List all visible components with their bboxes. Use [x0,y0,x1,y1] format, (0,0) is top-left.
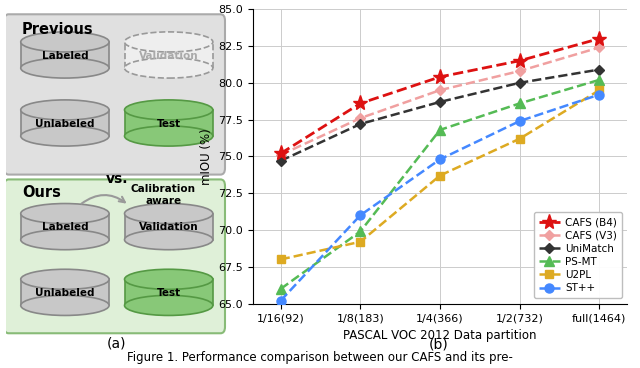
Polygon shape [125,279,213,305]
Text: Unlabeled: Unlabeled [35,288,95,298]
Ellipse shape [20,100,109,120]
Line: CAFS (V3): CAFS (V3) [277,44,603,159]
Text: vs.: vs. [106,172,128,186]
Ellipse shape [20,32,109,52]
Ellipse shape [125,58,213,78]
Polygon shape [125,213,213,240]
UniMatch [277,159,285,163]
PS-MT [595,78,603,82]
Line: UniMatch: UniMatch [277,66,603,164]
UniMatch [356,122,364,126]
Text: Calibration
aware: Calibration aware [131,184,196,206]
PS-MT [356,229,364,234]
Text: Ours: Ours [22,185,61,200]
Ellipse shape [125,126,213,146]
CAFS (B4) [516,59,524,63]
Text: Figure 1. Performance comparison between our CAFS and its pre-: Figure 1. Performance comparison between… [127,351,513,364]
CAFS (B4) [436,75,444,79]
Ellipse shape [125,230,213,250]
Ellipse shape [20,230,109,250]
U2PL [356,240,364,244]
Polygon shape [125,42,213,68]
Ellipse shape [20,204,109,224]
Line: CAFS (B4): CAFS (B4) [273,31,607,161]
Ellipse shape [20,126,109,146]
CAFS (B4) [595,36,603,41]
Text: Previous: Previous [22,22,93,37]
Text: Unlabeled: Unlabeled [35,118,95,128]
FancyBboxPatch shape [4,180,225,333]
CAFS (B4) [277,151,285,156]
UniMatch [516,81,524,85]
U2PL [436,173,444,178]
Ellipse shape [20,269,109,289]
Text: Test: Test [157,288,180,298]
Polygon shape [20,213,109,240]
CAFS (V3) [277,153,285,157]
PS-MT [436,128,444,132]
Text: Validation: Validation [139,222,198,232]
Ellipse shape [20,58,109,78]
CAFS (V3) [595,45,603,50]
Line: PS-MT: PS-MT [276,75,604,294]
Ellipse shape [125,32,213,52]
ST++ [436,157,444,162]
Polygon shape [125,110,213,136]
Text: Labeled: Labeled [42,222,88,232]
Ellipse shape [125,269,213,289]
Line: ST++: ST++ [276,90,604,305]
PS-MT [277,287,285,291]
ST++ [356,213,364,217]
Text: Test: Test [157,118,180,128]
Text: Validation: Validation [139,50,198,60]
U2PL [516,137,524,141]
Polygon shape [20,42,109,68]
UniMatch [595,67,603,72]
CAFS (V3) [356,116,364,120]
CAFS (V3) [516,69,524,73]
U2PL [595,88,603,92]
Text: (b): (b) [429,337,448,351]
X-axis label: PASCAL VOC 2012 Data partition: PASCAL VOC 2012 Data partition [343,329,537,342]
Polygon shape [20,279,109,305]
Ellipse shape [125,100,213,120]
Legend: CAFS (B4), CAFS (V3), UniMatch, PS-MT, U2PL, ST++: CAFS (B4), CAFS (V3), UniMatch, PS-MT, U… [534,212,622,298]
CAFS (B4) [356,101,364,106]
ST++ [516,119,524,123]
CAFS (V3) [436,88,444,92]
Line: U2PL: U2PL [276,86,604,263]
Ellipse shape [20,296,109,315]
U2PL [277,257,285,262]
FancyBboxPatch shape [4,14,225,174]
UniMatch [436,100,444,104]
ST++ [595,92,603,97]
Polygon shape [20,110,109,136]
Y-axis label: mIOU (%): mIOU (%) [200,128,212,185]
Text: (a): (a) [107,336,127,350]
Ellipse shape [125,296,213,315]
Ellipse shape [125,204,213,224]
ST++ [277,298,285,303]
Text: Labeled: Labeled [42,50,88,60]
PS-MT [516,101,524,106]
